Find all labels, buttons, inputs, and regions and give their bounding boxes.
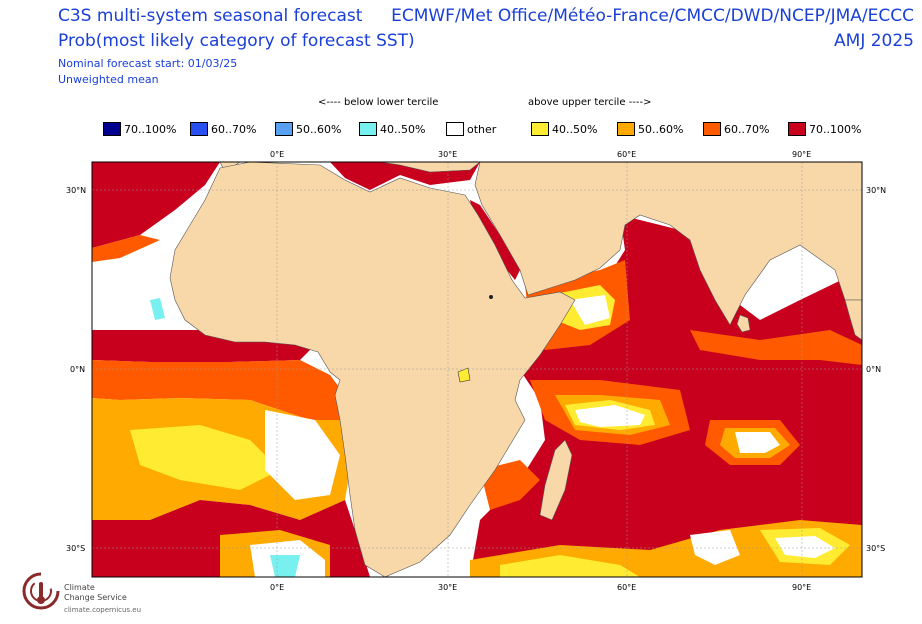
legend-item-other: other — [446, 120, 496, 138]
map-frame-content — [92, 162, 862, 577]
land-southern-europe — [379, 162, 481, 173]
lon-tick-top-30: 30°E — [438, 150, 457, 159]
land-sri-lanka — [736, 314, 751, 333]
lat-tick-right-30n: 30°N — [866, 186, 886, 195]
systems-label: ECMWF/Met Office/Météo-France/CMCC/DWD/N… — [391, 6, 914, 26]
south-atlantic-yellow-40-50 — [130, 425, 280, 490]
logo-url: climate.copernicus.eu — [64, 606, 142, 614]
legend-item-below-70-100: 70..100% — [103, 120, 176, 138]
mozambique-orange-60-70 — [480, 460, 540, 510]
lon-tick-bottom-90: 90°E — [792, 583, 811, 592]
logo-text-line1: Climate — [64, 583, 95, 592]
legend-swatch — [359, 122, 377, 136]
lat-tick-left-30n: 30°N — [66, 186, 86, 195]
legend-item-below-60-70: 60..70% — [190, 120, 256, 138]
indian-ocean-probability-field — [470, 215, 862, 577]
red-sea-red-70-100 — [470, 200, 520, 280]
canary-cyan-40-50 — [150, 298, 165, 320]
legend-label: 50..60% — [638, 122, 684, 136]
legend-swatch — [788, 122, 806, 136]
land-africa — [169, 162, 576, 577]
east-indian-white-other — [735, 432, 780, 453]
land-madagascar — [539, 439, 573, 521]
lat-tick-left-0: 0°N — [70, 365, 85, 374]
legend-item-below-40-50: 40..50% — [359, 120, 425, 138]
land-masses — [92, 162, 862, 577]
map-border — [91, 161, 863, 578]
logo-text-line2: Change Service — [64, 593, 127, 602]
lat-tick-right-0: 0°N — [866, 365, 881, 374]
legend-label: 40..50% — [380, 122, 426, 136]
legend-swatch — [703, 122, 721, 136]
north-atlantic-orange-60-70 — [92, 235, 160, 262]
legend-label: 50..60% — [296, 122, 342, 136]
lake-tana — [489, 295, 493, 299]
legend-label: other — [467, 122, 497, 136]
lon-tick-top-0: 0°E — [270, 150, 284, 159]
legend-swatch — [103, 122, 121, 136]
graticule — [92, 162, 862, 577]
legend-item-above-60-70: 60..70% — [703, 120, 769, 138]
land-southeast-asia — [844, 299, 862, 341]
southern-indian-white-a — [690, 530, 740, 565]
lat-tick-left-30s: 30°S — [66, 544, 85, 553]
legend-label: 60..70% — [211, 122, 257, 136]
map-subtitle: Prob(most likely category of forecast SS… — [58, 31, 415, 51]
lon-tick-top-60: 60°E — [617, 150, 636, 159]
season-label: AMJ 2025 — [834, 31, 914, 51]
legend-label: 70..100% — [124, 122, 177, 136]
north-atlantic-red-70-100 — [92, 162, 220, 248]
legend-swatch — [275, 122, 293, 136]
lon-tick-top-90: 90°E — [792, 150, 811, 159]
south-atlantic-orange-60-70 — [92, 360, 345, 420]
legend-item-above-50-60: 50..60% — [617, 120, 683, 138]
copernicus-logo-icon — [22, 572, 60, 610]
legend-label: 70..100% — [809, 122, 862, 136]
legend-below-label: <---- below lower tercile — [318, 97, 439, 108]
legend-above-label: above upper tercile ----> — [528, 97, 652, 108]
legend-label: 60..70% — [724, 122, 770, 136]
legend-swatch — [617, 122, 635, 136]
south-atlantic-cyan-40-50 — [270, 555, 300, 577]
southern-indian-yellow-40-50 — [500, 555, 640, 577]
central-indian-white-other — [575, 405, 645, 427]
legend-item-above-70-100: 70..100% — [788, 120, 861, 138]
legend-item-below-50-60: 50..60% — [275, 120, 341, 138]
legend-swatch — [531, 122, 549, 136]
lake-victoria — [457, 367, 471, 383]
somali-white-other — [570, 295, 610, 325]
equatorial-indian-orange — [690, 330, 862, 365]
lon-tick-bottom-30: 30°E — [438, 583, 457, 592]
south-atlantic-white-other — [265, 410, 340, 500]
map-title: C3S multi-system seasonal forecast — [58, 6, 363, 26]
mean-type-label: Unweighted mean — [58, 73, 159, 86]
lon-tick-bottom-0: 0°E — [270, 583, 284, 592]
lat-tick-right-30s: 30°S — [866, 544, 885, 553]
legend-swatch — [446, 122, 464, 136]
legend-label: 40..50% — [552, 122, 598, 136]
atlantic-probability-field — [92, 162, 370, 577]
lon-tick-bottom-60: 60°E — [617, 583, 636, 592]
southern-indian-white-b — [775, 536, 835, 558]
forecast-start-label: Nominal forecast start: 01/03/25 — [58, 57, 238, 70]
legend-item-above-40-50: 40..50% — [531, 120, 597, 138]
land-arabia-asia — [474, 162, 862, 326]
legend-swatch — [190, 122, 208, 136]
